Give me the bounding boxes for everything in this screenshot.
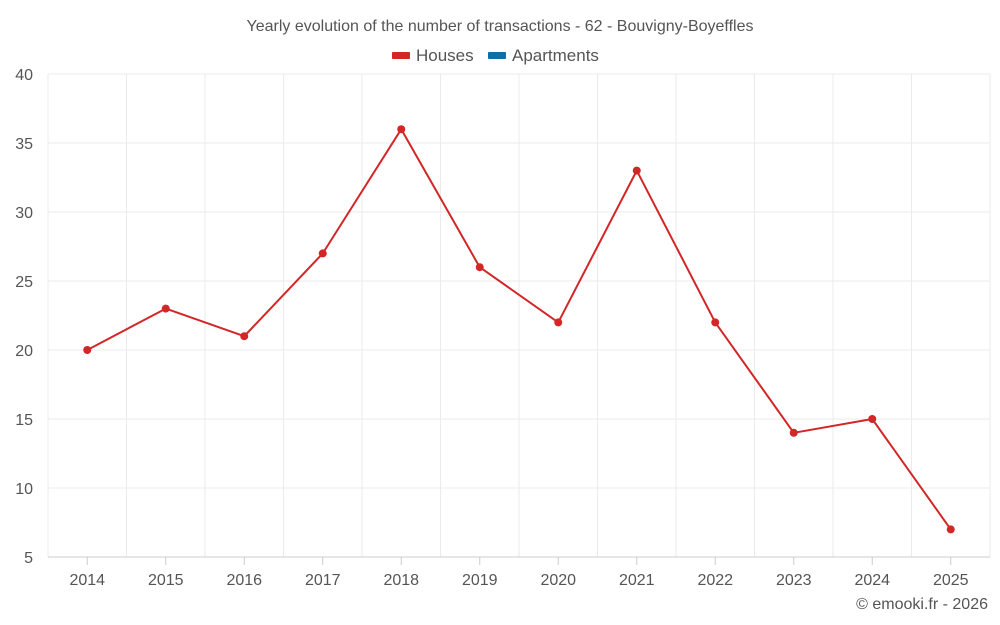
data-point-houses-2016[interactable] <box>240 332 249 341</box>
y-tick-label-25: 25 <box>15 274 33 291</box>
x-axis: 2014 2015 2016 2017 2018 2019 2020 2021 2022 2023… <box>48 556 990 589</box>
y-tick-label-35: 35 <box>15 136 33 153</box>
legend-label-houses: Houses <box>416 46 474 65</box>
y-tick-label-30: 30 <box>15 205 33 222</box>
data-point-houses-2014[interactable] <box>83 346 92 354</box>
y-tick-label-40: 40 <box>15 67 33 84</box>
x-tick-label-2020: 2020 <box>540 572 576 589</box>
series-layer <box>83 125 955 534</box>
x-tick-label-2019: 2019 <box>462 572 498 589</box>
grid <box>47 73 991 558</box>
data-point-houses-2025[interactable] <box>946 525 955 534</box>
data-point-houses-2022[interactable] <box>711 318 720 327</box>
x-tick-label-2022: 2022 <box>697 572 733 589</box>
legend-item-apartments[interactable]: Apartments <box>488 46 599 65</box>
data-point-houses-2020[interactable] <box>554 318 563 327</box>
y-tick-label-15: 15 <box>15 412 33 429</box>
x-tick-label-2016: 2016 <box>226 572 262 589</box>
data-point-houses-2018[interactable] <box>397 125 406 134</box>
x-tick-label-2015: 2015 <box>148 572 184 589</box>
x-tick-label-2024: 2024 <box>854 572 890 589</box>
legend-item-houses[interactable]: Houses <box>392 46 474 65</box>
legend-swatch-apartments <box>488 52 506 59</box>
data-point-houses-2021[interactable] <box>632 166 641 175</box>
y-tick-label-5: 5 <box>24 550 33 567</box>
data-point-houses-2024[interactable] <box>868 415 877 423</box>
x-tick-label-2018: 2018 <box>383 572 419 589</box>
legend: Houses Apartments <box>392 46 599 65</box>
y-tick-label-20: 20 <box>15 343 33 360</box>
y-tick-label-10: 10 <box>15 481 33 498</box>
data-point-houses-2023[interactable] <box>789 428 798 437</box>
chart-title: Yearly evolution of the number of transa… <box>247 18 754 35</box>
series-line-houses <box>86 128 952 530</box>
x-tick-label-2023: 2023 <box>776 572 812 589</box>
legend-label-apartments: Apartments <box>512 46 599 65</box>
data-point-houses-2019[interactable] <box>475 263 484 272</box>
credit-text: © emooki.fr - 2026 <box>856 596 988 613</box>
data-point-houses-2015[interactable] <box>161 304 170 313</box>
legend-swatch-houses <box>392 52 410 59</box>
data-point-houses-2017[interactable] <box>318 249 327 258</box>
x-tick-label-2021: 2021 <box>619 572 655 589</box>
x-tick-label-2017: 2017 <box>305 572 341 589</box>
x-tick-label-2014: 2014 <box>69 572 105 589</box>
y-axis: 5 10 15 20 25 30 35 40 <box>15 67 33 567</box>
x-tick-label-2025: 2025 <box>933 572 969 589</box>
